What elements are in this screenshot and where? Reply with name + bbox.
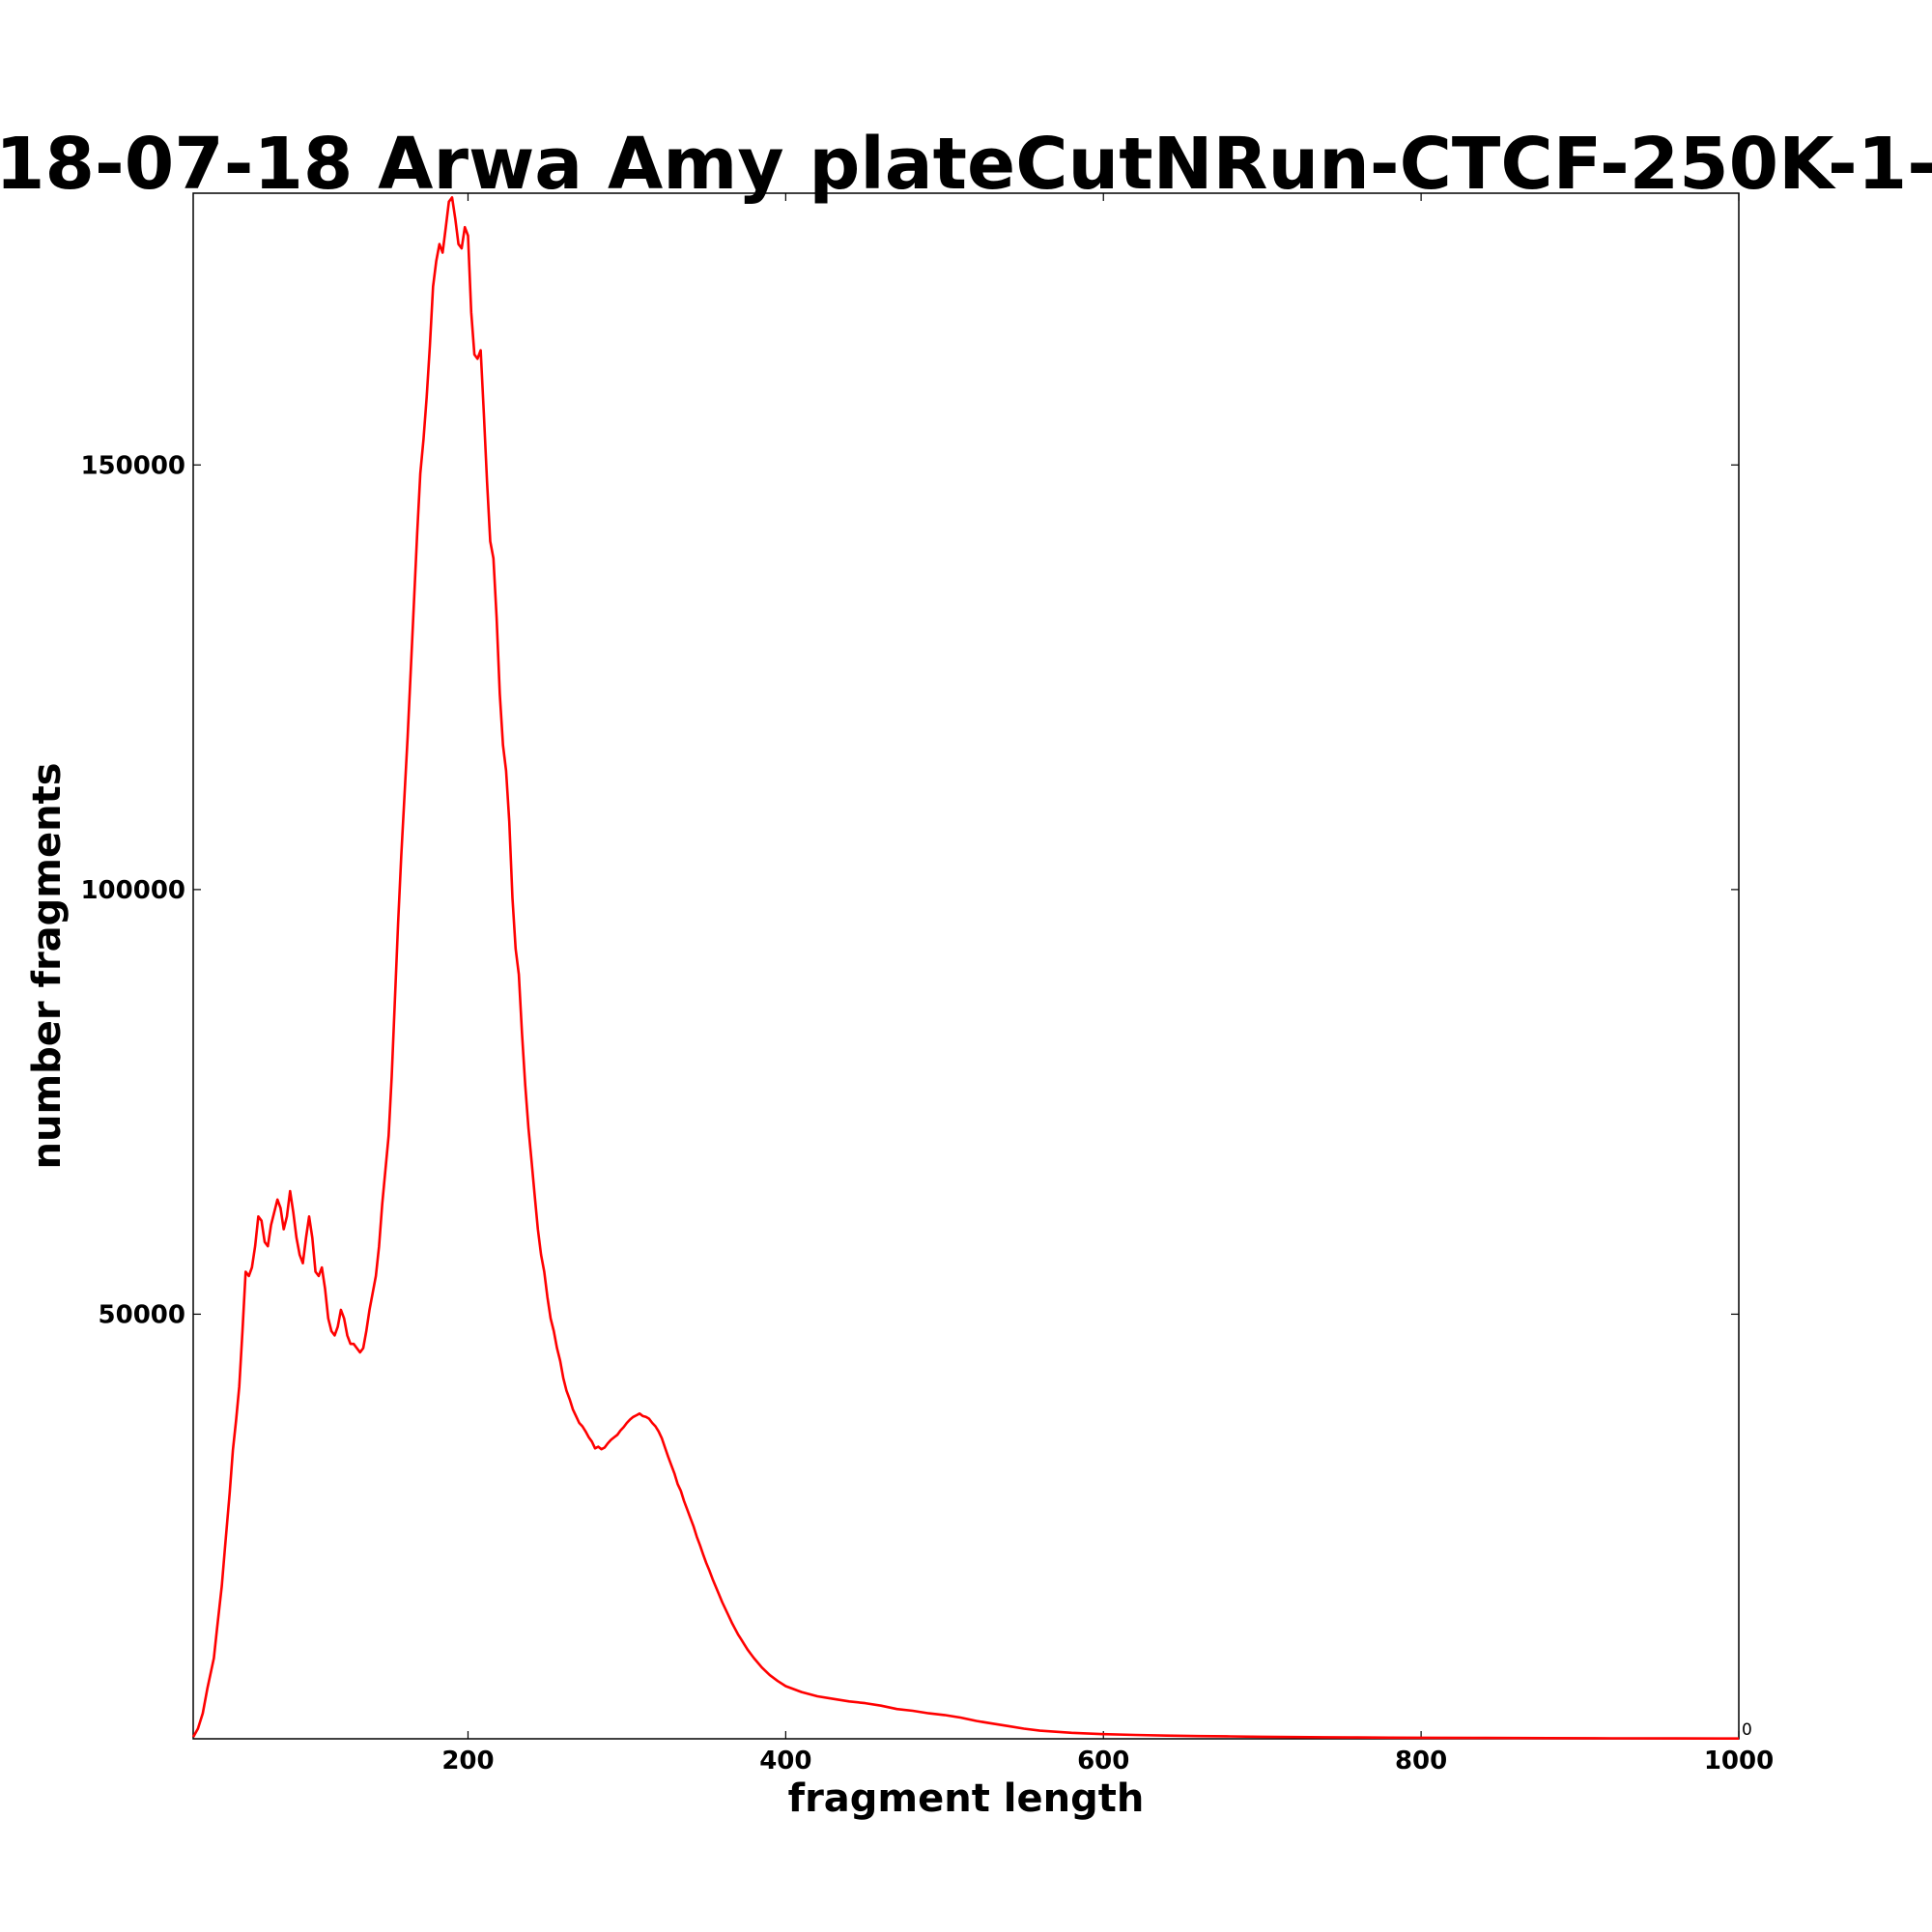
y-axis-ticks: 50000 100000 150000: [80, 451, 1739, 1329]
y-axis-label: number fragments: [25, 762, 70, 1169]
plot-frame: [192, 192, 1740, 1740]
y-tick-label: 50000: [99, 1300, 185, 1329]
x-axis-ticks: 200 400 600 800 1000: [441, 193, 1774, 1776]
x-axis-label: fragment length: [788, 1776, 1145, 1821]
x-tick-label: 200: [441, 1747, 494, 1776]
y-tick-label: 100000: [80, 876, 185, 905]
x-tick-label: 1000: [1704, 1747, 1774, 1776]
y-tick-label: 150000: [80, 451, 185, 480]
x-tick-label: 400: [759, 1747, 811, 1776]
y-right-zero-label: 0: [1742, 1720, 1752, 1740]
x-tick-label: 600: [1077, 1747, 1129, 1776]
series-layer: [191, 196, 1740, 1740]
chart-title: 2018-07-18 Arwa Amy plateCutNRun-CTCF-25…: [0, 123, 1932, 206]
series-line: [191, 196, 1740, 1740]
x-tick-label: 800: [1395, 1747, 1447, 1776]
